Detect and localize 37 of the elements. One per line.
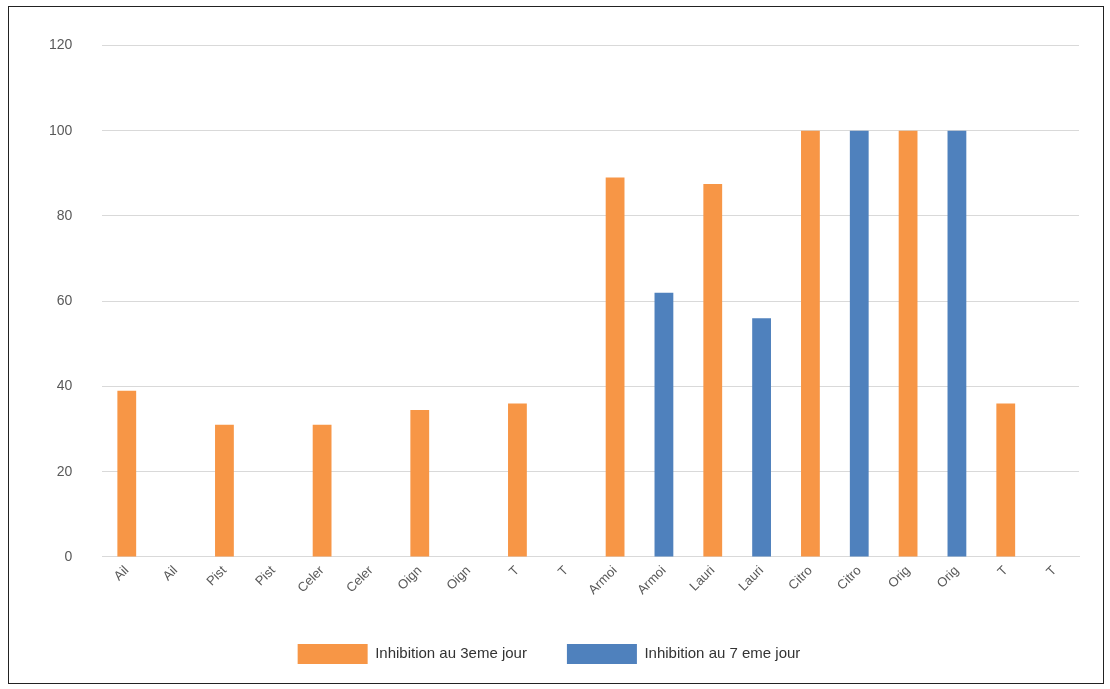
- x-tick-label: Orig: [884, 562, 913, 591]
- bar: [312, 424, 332, 557]
- x-tick-label: Citro: [833, 562, 864, 593]
- y-tick-label: 20: [56, 462, 73, 479]
- x-tick-label: T: [505, 562, 523, 579]
- x-tick-label: Oign: [394, 562, 425, 593]
- x-tick-label: Ail: [110, 562, 132, 584]
- bar: [996, 403, 1016, 557]
- legend-label: Inhibition au 3eme jour: [375, 644, 527, 662]
- y-tick-label: 60: [56, 292, 73, 309]
- bar: [703, 183, 723, 557]
- x-tick-label: Citro: [785, 562, 816, 593]
- bar: [947, 130, 967, 557]
- y-tick-label: 0: [64, 547, 73, 564]
- x-tick-label: Oign: [443, 562, 474, 593]
- bar: [117, 390, 137, 557]
- bar: [605, 177, 625, 557]
- y-tick-label: 120: [49, 36, 73, 53]
- bar: [410, 409, 430, 557]
- x-tick-label: Orig: [933, 562, 962, 591]
- bar: [898, 130, 918, 557]
- bar: [849, 130, 869, 557]
- bar: [654, 292, 674, 557]
- y-tick-label: 40: [56, 377, 73, 394]
- x-tick-label: T: [1043, 562, 1060, 579]
- x-tick-label: Pist: [203, 562, 230, 589]
- legend-label: Inhibition au 7 eme jour: [644, 644, 801, 662]
- x-tick-label: T: [554, 562, 571, 579]
- x-tick-label: T: [994, 562, 1011, 579]
- bar: [752, 318, 771, 557]
- bar: [508, 403, 527, 557]
- x-tick-label: Pist: [251, 562, 279, 589]
- x-tick-label: Ail: [159, 562, 181, 584]
- bar: [801, 130, 820, 557]
- bar: [215, 424, 234, 557]
- y-tick-label: 100: [49, 121, 73, 138]
- y-tick-label: 80: [56, 206, 73, 223]
